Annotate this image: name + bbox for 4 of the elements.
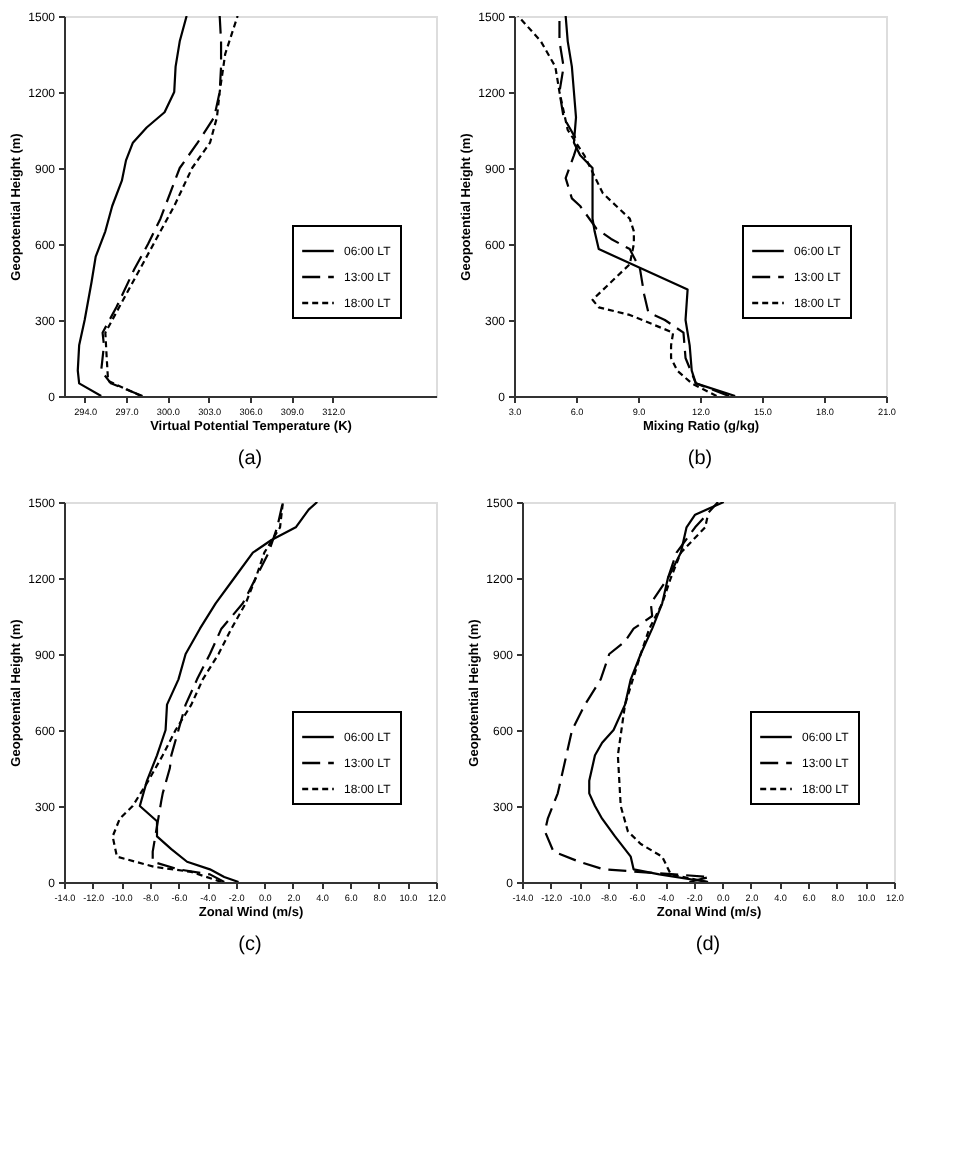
text: (b) bbox=[687, 448, 713, 471]
text: (c) bbox=[238, 934, 262, 957]
text: (a) bbox=[237, 448, 263, 471]
text: (d) bbox=[695, 934, 721, 957]
